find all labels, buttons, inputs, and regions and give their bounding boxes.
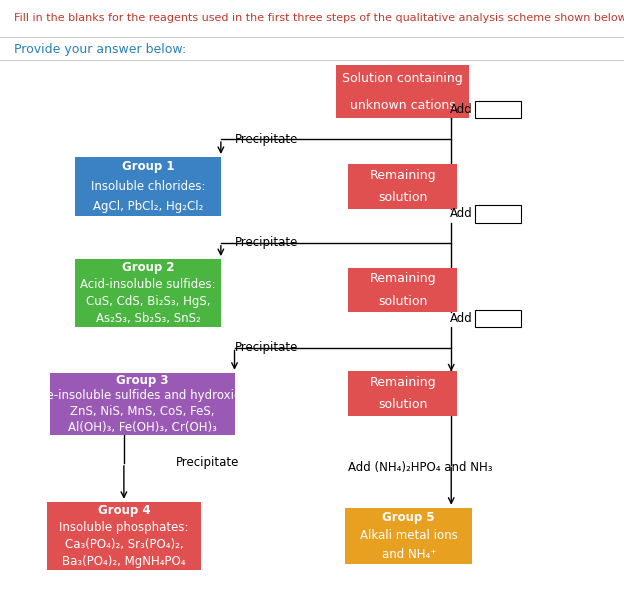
FancyBboxPatch shape [348,165,457,208]
Text: Alkali metal ions: Alkali metal ions [360,529,457,542]
Text: and NH₄⁺: and NH₄⁺ [382,548,436,561]
FancyBboxPatch shape [348,372,457,416]
FancyBboxPatch shape [348,268,457,313]
Text: Insoluble chlorides:: Insoluble chlorides: [91,180,205,193]
Text: Add: Add [450,207,472,220]
Text: Ca₃(PO₄)₂, Sr₃(PO₄)₂,: Ca₃(PO₄)₂, Sr₃(PO₄)₂, [64,538,183,551]
Text: Precipitate: Precipitate [235,236,298,249]
Text: Add: Add [450,103,472,116]
Text: Al(OH)₃, Fe(OH)₃, Cr(OH)₃: Al(OH)₃, Fe(OH)₃, Cr(OH)₃ [67,420,217,433]
Text: solution: solution [378,398,427,411]
FancyBboxPatch shape [50,373,235,435]
Text: Ba₃(PO₄)₂, MgNH₄PO₄: Ba₃(PO₄)₂, MgNH₄PO₄ [62,555,185,568]
Text: Precipitate: Precipitate [235,133,298,146]
Text: As₂S₃, Sb₂S₃, SnS₂: As₂S₃, Sb₂S₃, SnS₂ [95,312,200,325]
Text: Add (NH₄)₂HPO₄ and NH₃: Add (NH₄)₂HPO₄ and NH₃ [348,461,493,474]
Text: Base-insoluble sulfides and hydroxides:: Base-insoluble sulfides and hydroxides: [25,390,259,403]
Text: Remaining: Remaining [369,272,436,285]
Text: Add: Add [450,312,472,325]
FancyBboxPatch shape [76,259,221,327]
Text: CuS, CdS, Bi₂S₃, HgS,: CuS, CdS, Bi₂S₃, HgS, [86,295,210,308]
Text: Acid-insoluble sulfides:: Acid-insoluble sulfides: [80,278,216,291]
Text: Remaining: Remaining [369,169,436,182]
Text: AgCl, PbCl₂, Hg₂Cl₂: AgCl, PbCl₂, Hg₂Cl₂ [93,200,203,213]
Text: Group 4: Group 4 [97,504,150,517]
Text: Fill in the blanks for the reagents used in the first three steps of the qualita: Fill in the blanks for the reagents used… [14,13,624,23]
Text: solution: solution [378,191,427,204]
Text: Precipitate: Precipitate [175,456,239,469]
Bar [475,205,521,223]
Text: Group 2: Group 2 [122,261,174,274]
Text: Solution containing: Solution containing [343,72,463,85]
Text: Provide your answer below:: Provide your answer below: [14,43,186,56]
Bar [475,310,521,327]
FancyBboxPatch shape [76,157,221,216]
FancyBboxPatch shape [336,65,469,118]
Text: Group 5: Group 5 [383,510,435,523]
Text: Group 3: Group 3 [116,374,168,387]
Bar [475,101,521,118]
Text: unknown cations: unknown cations [350,99,456,111]
Text: solution: solution [378,295,427,308]
Text: Group 1: Group 1 [122,160,174,173]
Text: Insoluble phosphates:: Insoluble phosphates: [59,521,188,534]
FancyBboxPatch shape [47,502,201,570]
Text: Remaining: Remaining [369,376,436,389]
Text: Precipitate: Precipitate [235,341,298,354]
FancyBboxPatch shape [345,507,472,564]
Text: ZnS, NiS, MnS, CoS, FeS,: ZnS, NiS, MnS, CoS, FeS, [70,405,214,418]
